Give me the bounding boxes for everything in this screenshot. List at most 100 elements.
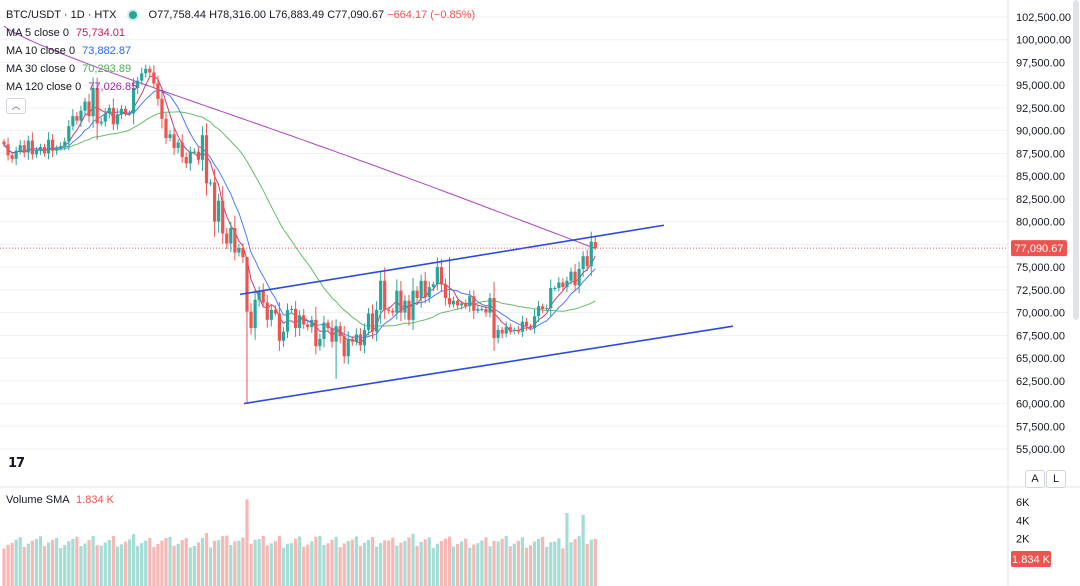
volume-bar xyxy=(516,540,520,586)
ohlc-row: BTC/USDT · 1D · HTX O77,758.44 H78,316.0… xyxy=(6,6,475,24)
candle-body xyxy=(99,121,103,124)
volume-bar xyxy=(565,513,569,586)
candle-body xyxy=(6,144,10,156)
candle-body xyxy=(213,182,217,222)
volume-bar xyxy=(585,543,589,586)
market-status-icon xyxy=(129,11,138,19)
candle-body xyxy=(435,267,439,285)
candle-body xyxy=(585,256,589,267)
volume-bar xyxy=(520,537,524,586)
tradingview-logo-icon[interactable]: 17 xyxy=(8,456,25,471)
candle-body xyxy=(294,308,298,329)
volume-bar xyxy=(545,547,549,586)
price-tick-label: 92,500.00 xyxy=(1016,103,1065,115)
candle-body xyxy=(532,316,537,329)
indicator-value: 73,882.87 xyxy=(82,45,132,57)
candle-body xyxy=(330,328,334,342)
channel-lower-line xyxy=(243,325,734,405)
volume-bar xyxy=(395,545,399,586)
volume-bar xyxy=(160,540,164,586)
volume-bar xyxy=(67,541,71,586)
volume-bar xyxy=(265,545,269,586)
volume-bar xyxy=(512,543,516,586)
candle-body xyxy=(281,331,286,341)
volume-bar xyxy=(99,545,103,586)
candle-body xyxy=(504,327,508,334)
candle-body xyxy=(565,280,569,288)
volume-bar xyxy=(391,537,395,586)
candle-body xyxy=(407,300,411,320)
ma120-line xyxy=(3,25,596,249)
volume-bar xyxy=(136,545,140,586)
indicator-ma5[interactable]: MA 5 close 0 75,734.01 xyxy=(6,24,475,42)
volume-bar xyxy=(456,543,460,586)
candle-body xyxy=(241,248,245,258)
candle-body xyxy=(520,321,524,332)
price-tick-label: 95,000.00 xyxy=(1016,80,1065,92)
volume-bar xyxy=(532,541,537,586)
volume-bar xyxy=(95,545,99,586)
candle-body xyxy=(87,101,91,117)
candle-body xyxy=(354,334,358,342)
ma30-line xyxy=(44,111,596,327)
price-tick-label: 102,500.00 xyxy=(1016,12,1071,24)
indicator-ma30[interactable]: MA 30 close 0 70,293.89 xyxy=(6,60,475,78)
volume-bar xyxy=(152,547,156,586)
candle-body xyxy=(152,72,156,84)
candle-body xyxy=(107,107,111,114)
volume-bar xyxy=(71,538,75,586)
volume-bar xyxy=(411,533,415,586)
volume-bar xyxy=(249,543,253,586)
auto-scale-button[interactable]: A xyxy=(1025,470,1045,488)
volume-bar xyxy=(439,540,443,586)
indicator-ma120[interactable]: MA 120 close 0 77,026.85 xyxy=(6,78,475,96)
candle-body xyxy=(127,113,132,115)
volume-bar xyxy=(350,539,354,586)
candle-body xyxy=(221,200,225,234)
volume-bar xyxy=(127,539,132,586)
volume-bar xyxy=(277,536,281,586)
candle-body xyxy=(573,271,577,286)
volume-bar xyxy=(346,540,350,586)
candle-body xyxy=(411,290,415,320)
candle-body xyxy=(71,116,75,127)
volume-bar xyxy=(330,539,334,586)
candle-body xyxy=(265,302,269,320)
price-tick-label: 60,000.00 xyxy=(1016,399,1065,411)
candle-body xyxy=(42,147,47,154)
volume-bar xyxy=(208,547,213,586)
volume-bar xyxy=(204,532,209,586)
candle-body xyxy=(370,313,375,332)
indicator-label: MA 10 close 0 xyxy=(6,45,76,57)
indicator-ma10[interactable]: MA 10 close 0 73,882.87 xyxy=(6,42,475,60)
log-scale-button[interactable]: L xyxy=(1046,470,1066,488)
candle-body xyxy=(383,280,387,310)
candle-body xyxy=(415,290,419,299)
volume-bar xyxy=(508,546,512,586)
volume-bar xyxy=(59,548,63,586)
volume-bar xyxy=(156,543,160,586)
volume-bar xyxy=(496,541,500,586)
volume-bar xyxy=(476,543,480,586)
candle-body xyxy=(569,271,573,281)
price-scrollbar[interactable] xyxy=(1073,0,1079,320)
volume-bar xyxy=(30,540,34,586)
candle-body xyxy=(399,290,403,313)
candle-body xyxy=(184,157,188,164)
candle-body xyxy=(225,233,229,244)
symbol-label[interactable]: BTC/USDT · 1D · HTX xyxy=(6,9,117,21)
candle-body xyxy=(516,329,520,332)
volume-bar xyxy=(541,536,545,586)
collapse-legend-button[interactable]: ︿ xyxy=(6,98,26,114)
candle-body xyxy=(79,110,83,121)
volume-bar xyxy=(184,538,188,586)
volume-bar xyxy=(484,537,488,586)
candle-body xyxy=(476,308,480,311)
candle-body xyxy=(249,311,253,329)
volume-bar xyxy=(375,546,379,586)
channel-upper-line xyxy=(239,224,665,296)
volume-bar xyxy=(294,538,298,586)
candle-body xyxy=(318,338,322,347)
volume-bar xyxy=(399,542,403,586)
